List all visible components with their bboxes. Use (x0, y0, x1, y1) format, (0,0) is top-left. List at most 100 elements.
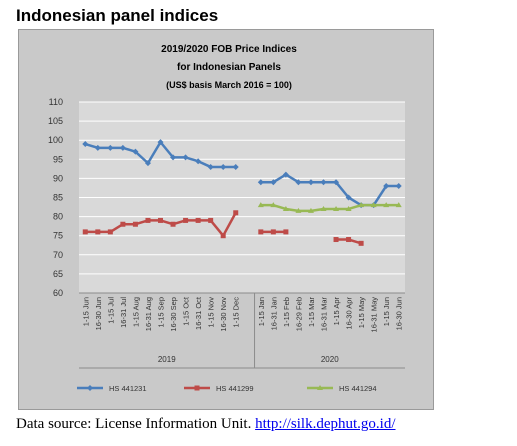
y-tick-label: 110 (49, 97, 63, 107)
x-tick-label: 16-31 Aug (144, 297, 153, 331)
x-tick-label: 16-30 Jun (395, 297, 404, 330)
data-point (358, 240, 364, 246)
data-point (82, 141, 89, 148)
data-point (307, 207, 314, 213)
data-point (257, 202, 264, 208)
data-point (283, 229, 289, 235)
x-tick-label: 16-30 Apr (345, 297, 354, 330)
x-tick-label: 1-15 Jun (81, 297, 90, 326)
y-tick-label: 85 (53, 193, 63, 203)
data-point (107, 144, 114, 151)
data-point (233, 210, 239, 216)
x-tick-label: 1-15 Mar (307, 297, 316, 328)
x-tick-label: 1-15 Sep (157, 297, 166, 327)
data-point (358, 202, 365, 208)
legend-label: HS 441294 (339, 384, 377, 393)
data-point (317, 385, 323, 390)
price-index-chart: 2019/2020 FOB Price Indices for Indonesi… (48, 44, 405, 393)
data-point (95, 229, 101, 235)
legend-label: HS 441299 (216, 384, 254, 393)
data-point (282, 205, 289, 211)
data-point (94, 144, 101, 151)
legend: HS 441231 HS 441299 HS 441294 (77, 384, 377, 393)
x-tick-label: 16-31 Jul (119, 297, 128, 328)
y-tick-label: 65 (53, 269, 63, 279)
source-link[interactable]: http://silk.dephut.go.id/ (255, 416, 396, 432)
data-point (170, 154, 177, 161)
data-point (220, 163, 227, 170)
data-point (195, 217, 201, 223)
chart-frame: 2019/2020 FOB Price Indices for Indonesi… (18, 29, 434, 410)
x-tick-label: 1-15 Jul (106, 297, 115, 324)
data-point (220, 233, 226, 239)
series-line (260, 173, 399, 207)
legend-label: HS 441231 (109, 384, 147, 393)
series-hs-441231 (82, 139, 402, 209)
x-tick-label: 1-15 Oct (182, 296, 191, 326)
data-point (395, 183, 402, 190)
data-point (257, 179, 264, 186)
data-point (107, 229, 113, 235)
data-point (270, 202, 277, 208)
x-tick-label: 16-31 Jan (269, 297, 278, 330)
data-point (295, 179, 302, 186)
series-line (260, 203, 399, 213)
data-point (383, 183, 390, 190)
series-hs-441294 (257, 202, 402, 213)
x-tick-label: 16-29 Feb (294, 297, 303, 331)
source-label: Data source: License Information Unit. (16, 416, 252, 432)
x-tick-label: 1-15 Dec (232, 297, 241, 328)
x-tick-label: 1-15 Aug (131, 297, 140, 327)
x-tick-label: 16-31 Oct (194, 296, 203, 330)
data-point (307, 179, 314, 186)
data-point (194, 385, 200, 391)
x-tick-label: 16-30 Jun (94, 297, 103, 330)
y-tick-label: 70 (53, 250, 63, 260)
data-point (120, 221, 126, 227)
data-point (320, 179, 327, 186)
chart-title: 2019/2020 FOB Price Indices (161, 44, 297, 55)
x-tick-label: 16-30 Sep (169, 297, 178, 332)
data-point (270, 229, 276, 235)
data-point (232, 163, 239, 170)
y-tick-label: 90 (53, 173, 63, 183)
data-point (195, 158, 202, 165)
y-tick-label: 105 (48, 116, 63, 126)
y-tick-label: 60 (53, 288, 63, 298)
plot-area: 60 65 70 75 80 85 90 95 100 105 110 2019 2020 1-15 Ju… (48, 97, 405, 369)
data-point (170, 221, 176, 227)
data-point (207, 163, 214, 170)
data-point (145, 217, 151, 223)
x-tick-label: 16-31 May (370, 297, 379, 333)
y-tick-label: 100 (48, 135, 63, 145)
data-point (333, 205, 340, 211)
y-tick-label: 75 (53, 231, 63, 241)
data-point (258, 229, 264, 235)
data-point (144, 160, 151, 167)
data-point (282, 171, 289, 178)
data-point (345, 205, 352, 211)
data-point (333, 179, 340, 186)
data-point (182, 154, 189, 161)
chart-subtitle: for Indonesian Panels (177, 62, 281, 73)
data-point (295, 207, 302, 213)
data-point (119, 144, 126, 151)
data-point (82, 229, 88, 235)
year-label: 2019 (158, 355, 176, 364)
x-tick-label: 16-30 Nov (219, 297, 228, 332)
x-tick-label: 1-15 Apr (332, 297, 341, 326)
data-point (132, 221, 138, 227)
data-point (320, 205, 327, 211)
data-point (157, 139, 164, 146)
x-tick-label: 1-15 Feb (282, 297, 291, 327)
x-tick-label: 16-31 Mar (320, 297, 329, 332)
data-point (87, 385, 93, 391)
data-point (270, 179, 277, 186)
data-point (333, 237, 339, 243)
data-point (208, 217, 214, 223)
x-tick-label: 1-15 Jan (257, 297, 266, 326)
data-point (383, 202, 390, 208)
data-point (158, 217, 163, 223)
chart-subtitle-basis: (US$ basis March 2016 = 100) (166, 80, 292, 90)
y-tick-label: 80 (53, 212, 63, 222)
